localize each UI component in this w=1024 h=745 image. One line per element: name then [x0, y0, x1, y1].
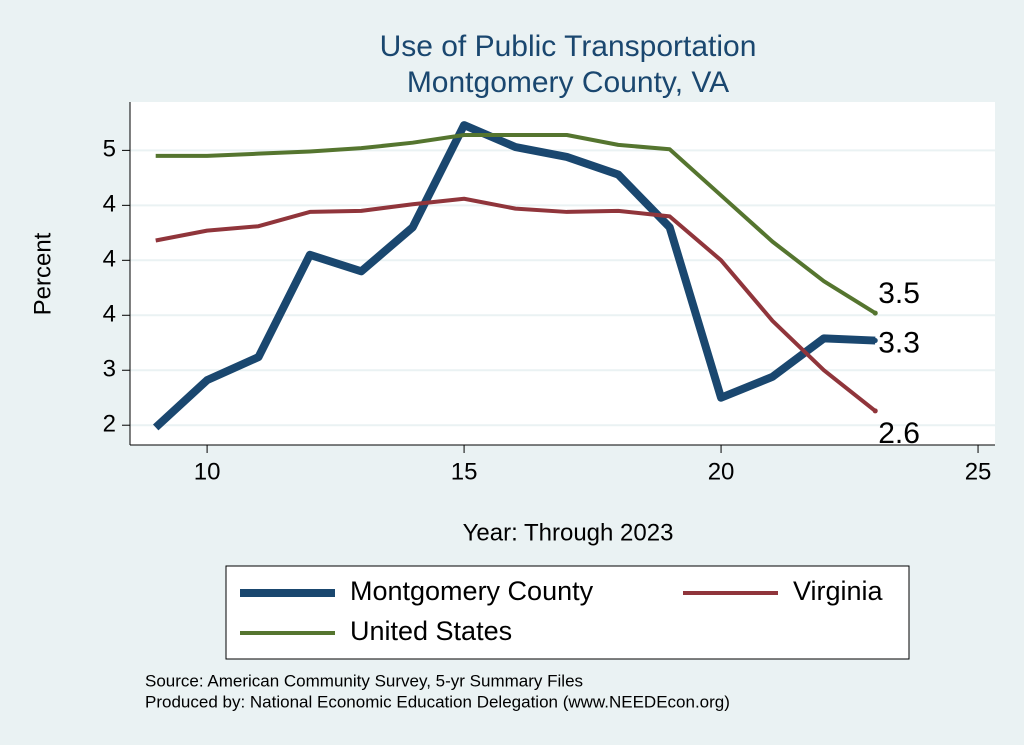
- x-tick-label: 20: [708, 458, 735, 485]
- end-label: 2.6: [878, 417, 920, 450]
- series-line: [155, 196, 877, 413]
- end-label: 3.3: [878, 326, 920, 359]
- legend-label: Virginia: [793, 576, 884, 606]
- x-axis-label: Year: Through 2023: [463, 519, 674, 546]
- series-line: [155, 132, 877, 315]
- end-label: 3.5: [878, 277, 920, 310]
- x-tick-label: 15: [451, 458, 478, 485]
- legend-box: [225, 565, 910, 660]
- x-tick-label: 10: [194, 458, 221, 485]
- y-tick-label: 5: [103, 136, 116, 163]
- legend-label: United States: [350, 616, 512, 646]
- y-tick-label: 2: [103, 411, 116, 438]
- y-tick-label: 4: [103, 191, 116, 218]
- x-tick-label: 25: [965, 458, 992, 485]
- end-point: [872, 338, 878, 344]
- y-axis-label: Percent: [29, 232, 56, 315]
- chart-title: Use of Public Transportation: [380, 30, 757, 63]
- end-point: [872, 310, 878, 316]
- y-tick-label: 3: [103, 356, 116, 383]
- y-tick-label: 4: [103, 246, 116, 273]
- legend-label: Montgomery County: [350, 576, 594, 606]
- credit-note: Produced by: National Economic Education…: [145, 692, 730, 711]
- source-note: Source: American Community Survey, 5-yr …: [145, 671, 583, 690]
- y-tick-label: 4: [103, 301, 116, 328]
- end-point: [872, 408, 878, 414]
- chart-subtitle: Montgomery County, VA: [407, 66, 729, 99]
- series-line: [152, 121, 876, 431]
